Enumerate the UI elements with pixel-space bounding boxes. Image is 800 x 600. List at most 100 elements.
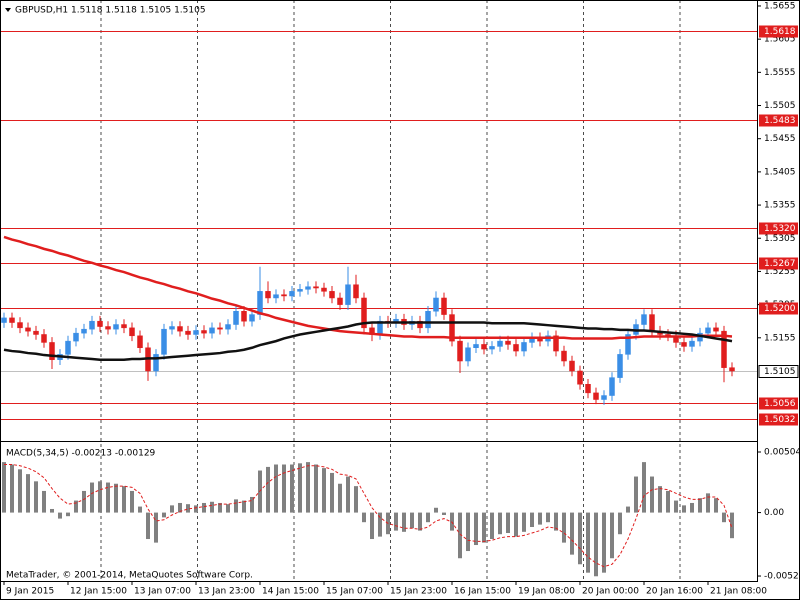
- candle-body: [457, 340, 463, 362]
- macd-bar: [666, 490, 670, 513]
- macd-bar: [338, 483, 342, 513]
- macd-bar: [146, 512, 150, 540]
- moving-average: [3, 321, 733, 361]
- level-label: 1.5618: [764, 27, 796, 37]
- macd-bar: [506, 512, 510, 534]
- macd-bar: [266, 466, 270, 513]
- macd-bar: [250, 496, 254, 513]
- x-tick-label: 19 Jan 08:00: [518, 587, 575, 597]
- candle-body: [105, 326, 111, 330]
- candle-body: [729, 367, 735, 372]
- macd-bar: [122, 486, 126, 513]
- candle-body: [169, 326, 175, 330]
- y-tick-label: 1.5655: [764, 1, 796, 11]
- candle-body: [321, 287, 327, 292]
- macd-bar: [522, 512, 526, 532]
- moving-average: [3, 235, 733, 340]
- y-tick-label: 1.5355: [764, 201, 796, 211]
- macd-bar: [154, 512, 158, 543]
- level-label: 1.5056: [764, 399, 796, 409]
- macd-bar: [330, 472, 334, 513]
- candle-body: [25, 327, 31, 332]
- macd-bar: [370, 512, 374, 540]
- macd-bar: [130, 490, 134, 513]
- candle-body: [265, 291, 271, 299]
- macd-bar: [586, 512, 590, 573]
- y-tick-label: 1.5455: [764, 134, 796, 144]
- macd-bar: [114, 483, 118, 513]
- macd-bar: [706, 493, 710, 513]
- macd-bar: [394, 512, 398, 531]
- macd-bar: [34, 481, 38, 513]
- current-price-label: 1.5105: [764, 367, 796, 377]
- menu-arrow[interactable]: [5, 8, 11, 12]
- candle-body: [625, 334, 631, 355]
- macd-bar: [450, 512, 454, 531]
- macd-bar: [618, 512, 622, 535]
- x-tick-label: 12 Jan 15:00: [70, 587, 127, 597]
- candle-body: [257, 291, 263, 315]
- candle-body: [217, 327, 223, 330]
- candle-body: [89, 320, 95, 330]
- candle-body: [249, 314, 255, 322]
- x-tick-label: 15 Jan 23:00: [390, 587, 447, 597]
- candle-body: [721, 330, 727, 368]
- macd-bar: [42, 490, 46, 513]
- macd-bar: [314, 464, 318, 513]
- candle-body: [305, 286, 311, 290]
- macd-bar: [514, 512, 518, 537]
- macd-bar: [170, 505, 174, 513]
- macd-bar: [282, 464, 286, 513]
- candle-body: [489, 346, 495, 350]
- macd-bar: [474, 512, 478, 546]
- candle-body: [649, 314, 655, 332]
- macd-bar: [82, 490, 86, 513]
- macd-bar: [226, 504, 230, 513]
- macd-bar: [490, 512, 494, 540]
- macd-bar: [562, 512, 566, 543]
- candle-body: [473, 344, 479, 349]
- macd-bar: [298, 463, 302, 513]
- candle-body: [593, 392, 599, 400]
- macd-bar: [58, 512, 62, 519]
- macd-bar: [626, 506, 630, 513]
- macd-bar: [138, 506, 142, 513]
- signal-line: [4, 464, 733, 568]
- macd-bar: [346, 476, 350, 513]
- macd-bar: [274, 464, 278, 513]
- macd-bar: [26, 474, 30, 513]
- candle-body: [433, 297, 439, 312]
- macd-bar: [106, 482, 110, 513]
- candle-body: [617, 354, 623, 378]
- current-price-box: [758, 365, 799, 378]
- candle-body: [177, 326, 183, 332]
- candle-body: [113, 324, 119, 330]
- indicator-title: MACD(5,34,5) -0.00213 -0.00129: [6, 449, 156, 459]
- candle-body: [337, 297, 343, 305]
- macd-bar: [578, 512, 582, 565]
- macd-bar: [378, 512, 382, 537]
- candle-body: [449, 314, 455, 342]
- candle-body: [505, 340, 511, 345]
- macd-bar: [186, 504, 190, 513]
- chart-title: GBPUSD,H1 1.5118 1.5118 1.5105 1.5105: [15, 6, 206, 16]
- level-label: 1.5483: [764, 116, 796, 126]
- axes: 1.5655 1.5605 1.5555 1.5505 1.5455 1.5405 1.53…: [3, 1, 800, 597]
- macd-bar: [698, 498, 702, 513]
- macd-bar: [90, 482, 94, 513]
- candle-body: [81, 328, 87, 334]
- y-tick-label: 1.5555: [764, 68, 796, 78]
- macd-bar: [674, 500, 678, 513]
- candle-body: [601, 395, 607, 400]
- macd-bar: [234, 499, 238, 513]
- candle-body: [41, 334, 47, 343]
- x-tick-label: 13 Jan 07:00: [134, 587, 191, 597]
- candle-body: [297, 289, 303, 292]
- candle-body: [121, 324, 127, 329]
- macd-bar: [602, 512, 606, 573]
- candle-body: [281, 294, 287, 297]
- macd-bar: [538, 512, 542, 525]
- level-label-box: [759, 257, 798, 270]
- candle-body: [241, 311, 247, 322]
